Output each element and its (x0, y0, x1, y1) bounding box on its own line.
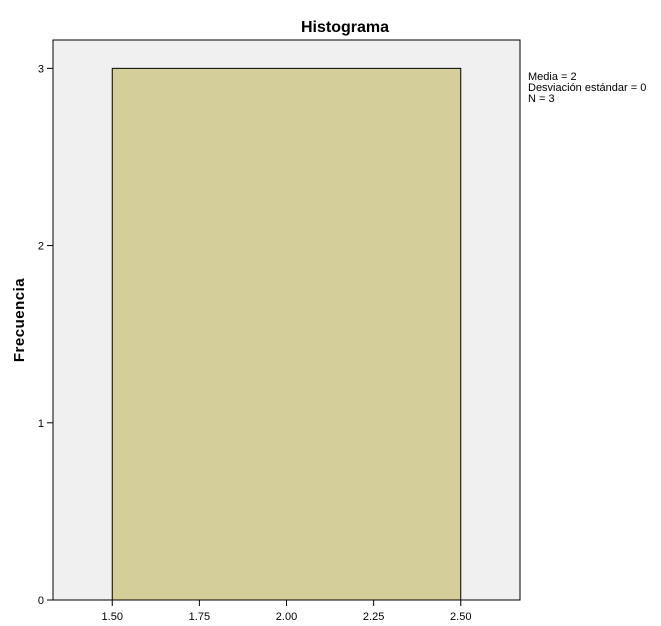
y-tick-label: 1 (38, 418, 44, 430)
x-tick-label: 2.00 (276, 611, 297, 623)
x-tick-label: 1.75 (189, 611, 210, 623)
y-tick-label: 0 (38, 595, 44, 607)
stat-line: N = 3 (528, 93, 555, 105)
y-tick-label: 3 (38, 63, 44, 75)
histogram-bar-1 (111, 67, 462, 601)
bars-layer (111, 67, 462, 601)
y-axis-label: Frecuencia (11, 278, 28, 362)
y-axis-ticks: 0 1 2 3 (38, 63, 53, 607)
x-tick-label: 2.50 (450, 611, 471, 623)
y-tick-label: 2 (38, 241, 44, 253)
stat-line: Media = 2 (528, 71, 577, 83)
stat-line: Desviación estándar = 0 (528, 82, 646, 94)
x-axis-ticks: 1.50 1.75 2.00 2.25 2.50 (102, 600, 471, 623)
x-tick-label: 1.50 (102, 611, 123, 623)
x-tick-label: 2.25 (363, 611, 384, 623)
chart-title: Histograma (301, 19, 389, 36)
